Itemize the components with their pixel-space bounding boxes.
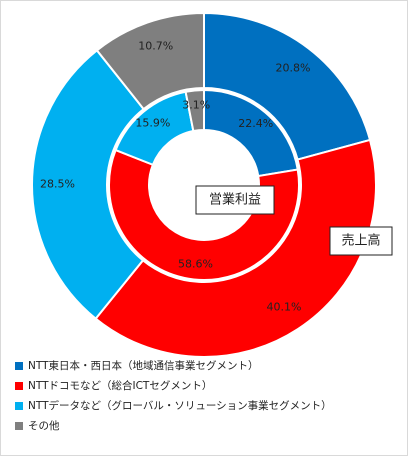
- slice: [95, 11, 205, 111]
- data-label: 15.9%: [135, 117, 170, 130]
- data-label: 20.8%: [276, 62, 311, 75]
- ring-name: 売上高: [341, 233, 380, 249]
- data-label: 40.1%: [266, 301, 301, 314]
- data-label: 3.1%: [182, 98, 210, 111]
- label-box: [195, 185, 275, 215]
- legend-swatch: [15, 362, 23, 370]
- slice: [31, 48, 146, 321]
- legend-label: NTT東日本・西日本（地域通信事業セグメント）: [28, 359, 259, 372]
- slice: [94, 138, 377, 358]
- legend-label: NTTドコモなど（総合ICTセグメント）: [28, 379, 212, 392]
- slice: [203, 11, 372, 161]
- data-label: 58.6%: [178, 258, 213, 271]
- legend-label: NTTデータなど（グローバル・ソリューション事業セグメント）: [28, 399, 332, 412]
- slice: [108, 148, 300, 281]
- legend-label: その他: [28, 419, 60, 432]
- legend-swatch: [15, 402, 23, 410]
- legend-swatch: [15, 382, 23, 390]
- data-label: 28.5%: [40, 177, 75, 190]
- data-label: 10.7%: [138, 40, 173, 53]
- legend-swatch: [15, 422, 23, 430]
- data-label: 22.4%: [238, 117, 273, 130]
- slice: [184, 88, 205, 133]
- label-box: [329, 226, 393, 256]
- ring-name: 営業利益: [209, 192, 261, 208]
